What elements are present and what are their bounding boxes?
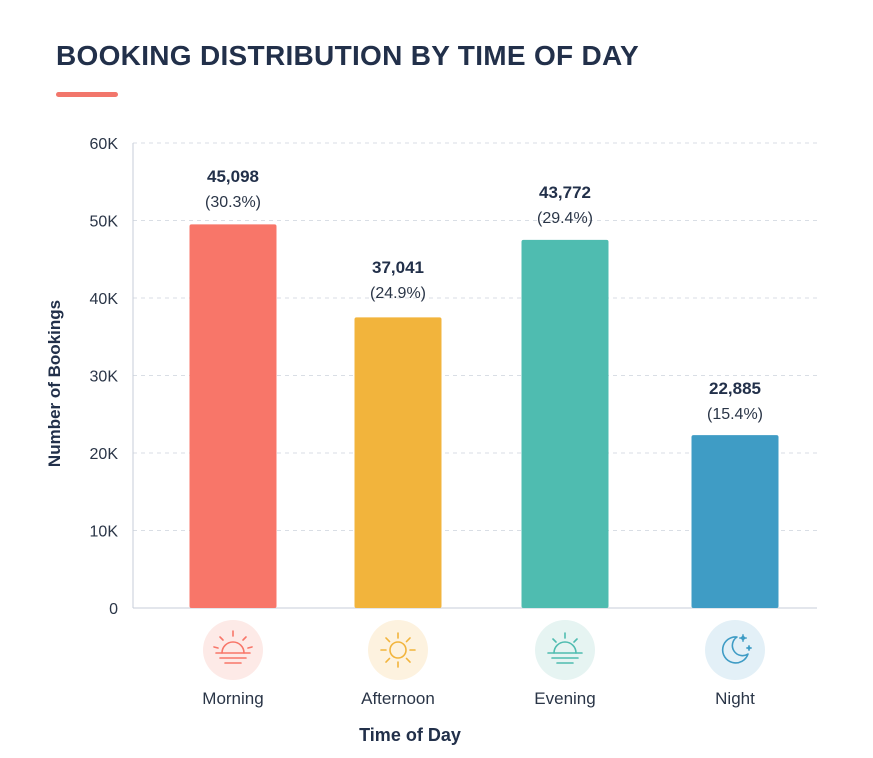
- x-tick-label: Evening: [534, 689, 595, 708]
- bar-percent-label: (30.3%): [205, 194, 261, 211]
- sunset-icon: [535, 620, 595, 680]
- bar-value-label: 45,098: [207, 167, 259, 186]
- sun-icon: [368, 620, 428, 680]
- title-accent-bar: [56, 92, 118, 97]
- bar-morning: [189, 224, 277, 608]
- x-tick-label: Afternoon: [361, 689, 435, 708]
- y-axis-title: Number of Bookings: [45, 300, 64, 467]
- bar-night: [691, 435, 779, 608]
- sunrise-icon: [203, 620, 263, 680]
- y-tick-label: 30K: [90, 369, 119, 386]
- chart-title: BOOKING DISTRIBUTION BY TIME OF DAY: [56, 40, 639, 71]
- bar-evening: [521, 239, 609, 608]
- y-tick-label: 0: [109, 601, 118, 618]
- y-tick-label: 60K: [90, 136, 119, 153]
- bar-value-label: 22,885: [709, 379, 761, 398]
- x-tick-label: Night: [715, 689, 755, 708]
- bar-percent-label: (24.9%): [370, 285, 426, 302]
- icon-badge-bg: [368, 620, 428, 680]
- bar-value-label: 37,041: [372, 258, 424, 277]
- bar-percent-label: (29.4%): [537, 210, 593, 227]
- moon-stars-icon: [705, 620, 765, 680]
- x-tick-label: Morning: [202, 689, 263, 708]
- icon-badge-bg: [203, 620, 263, 680]
- bar-percent-label: (15.4%): [707, 406, 763, 423]
- bar-afternoon: [354, 317, 442, 608]
- icon-badge-bg: [705, 620, 765, 680]
- y-tick-label: 50K: [90, 214, 119, 231]
- x-axis-title: Time of Day: [359, 725, 461, 745]
- bar-value-label: 43,772: [539, 183, 591, 202]
- y-tick-label: 20K: [90, 446, 119, 463]
- icon-badge-bg: [535, 620, 595, 680]
- y-tick-label: 10K: [90, 524, 119, 541]
- y-tick-label: 40K: [90, 291, 119, 308]
